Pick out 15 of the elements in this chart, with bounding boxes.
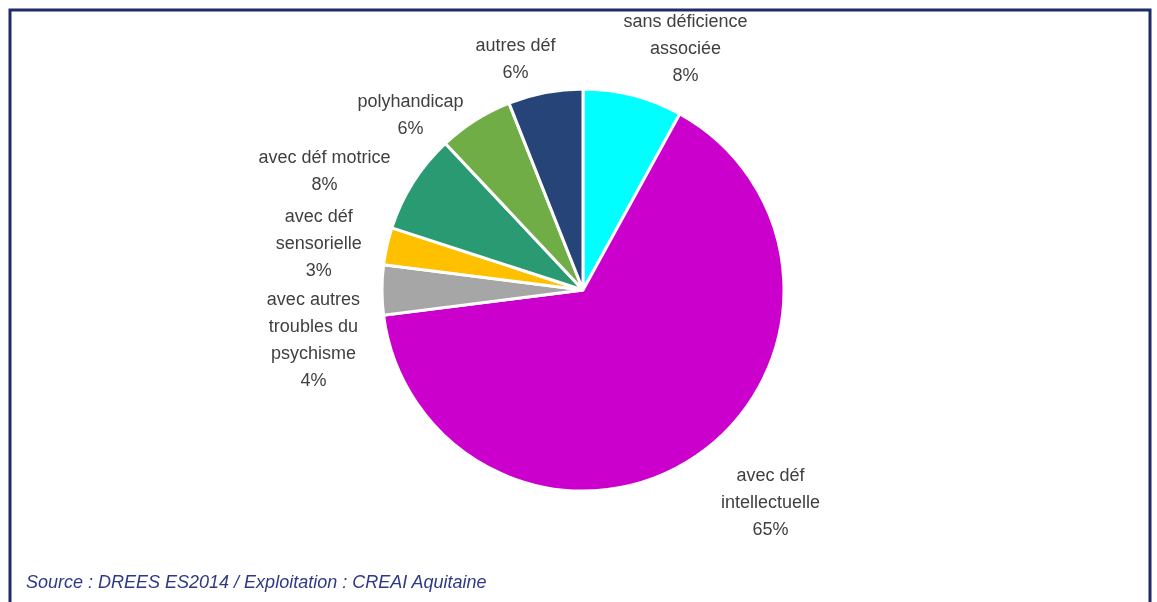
source-note: Source : DREES ES2014 / Exploitation : CREAI Aquitaine [26, 572, 487, 592]
slice-label: avec déf sensorielle [275, 205, 362, 253]
data-label: 3% [305, 259, 332, 280]
slice-label: avec déf intellectuelle [720, 465, 821, 513]
data-label: 8% [672, 64, 699, 85]
data-label: 65% [752, 519, 789, 540]
data-label: 4% [300, 369, 327, 390]
data-label: 6% [502, 61, 529, 82]
slice-label: sans déficience associée [623, 10, 748, 58]
data-label: 6% [397, 117, 424, 138]
slice-label: polyhandicap [357, 90, 464, 111]
slice-label: autres déf [475, 34, 557, 55]
slice-label: avec déf motrice [258, 146, 391, 167]
slice-label: avec autres troubles du psychisme [266, 288, 360, 363]
data-label: 8% [311, 173, 338, 194]
